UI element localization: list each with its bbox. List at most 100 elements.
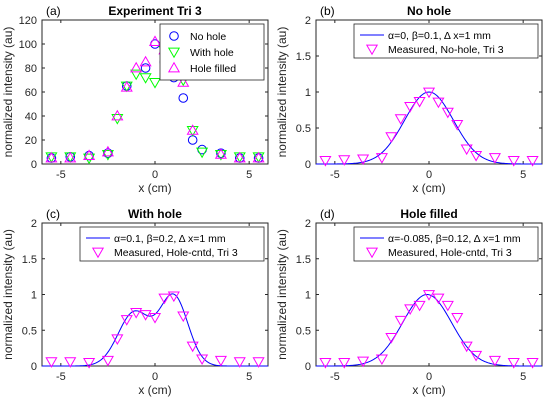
data-point — [139, 55, 152, 67]
data-point — [441, 300, 454, 312]
data-point — [526, 358, 539, 369]
y-tick-label: 1 — [305, 87, 311, 99]
legend-entry: Measured, No-hole, Tri 3 — [388, 44, 504, 56]
data-point — [357, 154, 370, 166]
data-point — [130, 61, 143, 73]
y-tick-label: 1.5 — [296, 254, 311, 266]
legend-entry: α=0.1, β=0.2, Δ x=1 mm — [114, 233, 226, 245]
data-point — [214, 355, 227, 367]
data-point — [404, 304, 417, 316]
y-tick-label: 120 — [19, 15, 37, 27]
data-point — [451, 120, 464, 131]
data-point — [64, 151, 77, 163]
data-point — [385, 333, 398, 344]
legend-entry: Measured, Hole-cntd, Tri 3 — [388, 247, 512, 259]
x-tick-label: -5 — [56, 169, 66, 181]
legend-entry: With hole — [190, 47, 234, 59]
data-point — [186, 126, 199, 137]
data-point — [186, 124, 199, 135]
data-point — [139, 73, 152, 84]
chart-title: Hole filled — [400, 207, 457, 221]
legend-marker — [365, 44, 379, 56]
data-point — [177, 76, 190, 87]
model-curve — [42, 293, 268, 367]
data-point — [83, 153, 96, 165]
y-tick-label: 2 — [305, 15, 311, 27]
data-point — [186, 341, 199, 353]
legend-marker — [91, 247, 105, 259]
y-tick-label: 2 — [31, 218, 37, 230]
legend: α=0.1, β=0.2, Δ x=1 mm Measured, Hole-cnt… — [79, 226, 265, 262]
legend-marker — [167, 47, 181, 59]
data-point — [158, 293, 171, 305]
data-point — [385, 132, 398, 143]
data-point — [404, 102, 417, 113]
data-point — [441, 107, 454, 119]
x-tick-label: 5 — [520, 169, 526, 181]
chart-panel-b: -5 0 5 0 0.5 1 1.5 2 x (cm) normalized intensity … — [275, 4, 543, 195]
legend-box — [353, 23, 539, 59]
data-point — [101, 355, 114, 367]
data-point — [488, 153, 501, 164]
data-point — [394, 114, 407, 125]
data-point — [319, 156, 332, 167]
x-tick-label: 0 — [426, 169, 432, 181]
chart-panel-c: -5 0 5 0 0.5 1 1.5 2 x (cm) normalized intensity … — [1, 207, 269, 397]
legend: α=-0.085, β=0.12, Δ x=1 mm Measured, Hole… — [353, 226, 539, 262]
x-tick-label: 5 — [246, 371, 252, 383]
legend: No hole With hole Hole filled — [159, 23, 265, 81]
data-point — [233, 357, 246, 368]
x-tick-label: 5 — [246, 169, 252, 181]
data-point — [111, 109, 124, 121]
chart-title: Experiment Tri 3 — [108, 4, 202, 18]
data-point — [130, 307, 143, 319]
x-axis-label: x (cm) — [412, 181, 445, 195]
model-curve — [316, 294, 542, 367]
y-tick-label: 1 — [31, 290, 37, 302]
legend-entry: α=0, β=0.1, Δ x=1 mm — [388, 30, 491, 42]
data-point — [470, 350, 483, 362]
data-point — [252, 357, 265, 368]
y-tick-label: 0.5 — [296, 325, 311, 337]
data-point — [375, 354, 388, 366]
x-tick-label: 0 — [426, 371, 432, 383]
y-axis-label: normalized intensity (au) — [275, 229, 289, 360]
data-point — [422, 87, 436, 99]
data-point — [432, 293, 445, 305]
x-tick-label: 0 — [152, 371, 158, 383]
x-tick-label: -5 — [330, 371, 340, 383]
y-tick-label: 0 — [31, 159, 37, 171]
data-point — [470, 150, 483, 162]
x-axis-label: x (cm) — [138, 383, 171, 397]
panel-label: (c) — [46, 207, 60, 221]
data-point — [460, 341, 473, 353]
y-tick-label: 40 — [25, 111, 37, 123]
data-point — [140, 63, 151, 73]
data-point — [103, 148, 113, 158]
legend-marker — [167, 61, 181, 73]
data-point — [120, 315, 133, 326]
legend-marker — [169, 31, 179, 41]
data-point — [101, 150, 114, 161]
series-measured — [319, 290, 539, 369]
data-point — [120, 80, 133, 92]
data-point — [507, 156, 520, 167]
data-point — [83, 149, 96, 160]
y-tick-label: 100 — [19, 39, 37, 51]
data-point — [413, 300, 426, 312]
y-tick-label: 0.5 — [296, 123, 311, 135]
chart-panel-d: -5 0 5 0 0.5 1 1.5 2 x (cm) normalized intensity … — [275, 207, 543, 397]
panel-label: (d) — [320, 207, 335, 221]
legend-entry: α=-0.085, β=0.12, Δ x=1 mm — [388, 233, 521, 245]
legend-entry: No hole — [190, 31, 226, 43]
data-point — [111, 114, 124, 125]
y-tick-label: 0 — [305, 361, 311, 373]
y-axis-label: normalized intensity (au) — [1, 27, 15, 158]
data-point — [338, 358, 351, 369]
data-point — [178, 93, 189, 103]
y-tick-label: 1.5 — [22, 254, 37, 266]
data-point — [233, 151, 246, 163]
data-point — [526, 156, 539, 167]
data-point — [394, 315, 407, 327]
